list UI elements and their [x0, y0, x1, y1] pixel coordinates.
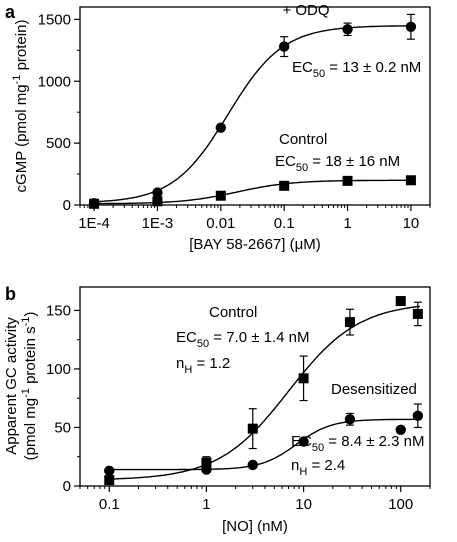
y-tick-label: 100 — [46, 361, 71, 378]
x-tick-label: 1E-3 — [142, 215, 174, 232]
y-tick-label: 150 — [46, 302, 71, 319]
panel-b-frame — [79, 286, 431, 487]
panel-a-x-axis-label: [BAY 58-2667] (μM) — [189, 236, 320, 253]
panel-b-y-ticks: 0 50 100 150 — [46, 302, 80, 495]
y-tick-label: 0 — [63, 197, 71, 214]
x-tick-label: 1E-4 — [78, 215, 110, 232]
panel-b-markers — [104, 296, 424, 486]
data-point-square — [89, 198, 100, 209]
annotation-control-b: Control — [209, 304, 257, 321]
panel-b-y-axis-label-line1: Apparent GC activity — [3, 317, 20, 455]
panel-b-x-ticks: 0.1 1 10 100 — [79, 486, 431, 513]
data-point-square — [405, 175, 416, 186]
annotation-ec50-desensitized: EC50 = 8.4 ± 2.3 nM — [291, 433, 424, 454]
data-point-square — [298, 373, 309, 384]
annotation-nh-desensitized: nH = 2.4 — [291, 457, 345, 478]
data-point-square — [104, 475, 115, 486]
data-point-circle — [201, 464, 212, 475]
data-point-square — [342, 175, 353, 186]
x-tick-label: 1 — [343, 215, 351, 232]
x-tick-label: 1 — [202, 496, 210, 513]
panel-a-label: a — [5, 2, 16, 22]
panel-a-markers — [88, 13, 417, 209]
panel-b-label: b — [5, 284, 16, 304]
data-point-square — [215, 190, 226, 201]
data-point-circle — [278, 41, 290, 52]
panel-a-y-axis-label: cGMP (pmol mg-1 protein) — [11, 20, 30, 193]
data-point-circle — [104, 465, 115, 476]
y-tick-label: 500 — [46, 135, 71, 152]
data-point-square — [395, 296, 406, 307]
y-tick-label: 50 — [54, 419, 71, 436]
data-point-square — [201, 457, 212, 468]
data-point-square — [412, 308, 423, 319]
data-point-circle — [395, 424, 406, 436]
y-tick-label: 1500 — [38, 11, 71, 28]
x-tick-label: 0.1 — [274, 215, 295, 232]
data-point-square — [152, 196, 163, 207]
panel-a-frame — [79, 6, 431, 206]
y-tick-label: 0 — [63, 478, 71, 495]
annotation-ec50-control-b: EC50 = 7.0 ± 1.4 nM — [176, 329, 309, 350]
panel-a: a 1E-4 1E-3 0.01 0.1 1 10 0 500 1000 1500 [BAY 5… — [5, 2, 431, 253]
panel-b: b 0.1 1 10 100 0 50 100 150 [NO] (nM) Apparent… — [3, 284, 431, 535]
panel-a-fit-curves — [92, 25, 413, 205]
data-point-circle — [405, 21, 417, 32]
panel-b-y-axis-label-line2: (pmol mg-1 protein s-1) — [20, 312, 39, 461]
annotation-desensitized: Desensitized — [331, 381, 417, 398]
x-tick-label: 100 — [388, 496, 413, 513]
data-point-circle — [344, 414, 356, 425]
x-tick-label: 0.1 — [99, 496, 120, 513]
panel-a-y-ticks: 0 500 1000 1500 — [38, 11, 80, 214]
panel-a-x-ticks: 1E-4 1E-3 0.01 0.1 1 10 — [78, 205, 431, 232]
data-point-circle — [215, 122, 227, 133]
fit-curve — [92, 25, 413, 203]
x-tick-label: 10 — [403, 215, 420, 232]
y-tick-label: 1000 — [38, 73, 71, 90]
annotation-ec50-odq: EC50 = 13 ± 0.2 nM — [292, 59, 421, 80]
data-point-circle — [152, 187, 163, 198]
x-tick-label: 10 — [295, 496, 312, 513]
data-point-circle — [342, 24, 353, 35]
data-point-square — [247, 423, 258, 434]
x-tick-label: 0.01 — [206, 215, 235, 232]
panel-b-x-axis-label: [NO] (nM) — [222, 518, 288, 535]
data-point-square — [344, 317, 355, 328]
annotation-control-a: Control — [279, 131, 327, 148]
data-point-circle — [247, 459, 258, 471]
fit-curve — [92, 179, 413, 205]
data-point-circle — [412, 410, 424, 421]
annotation-nh-control: nH = 1.2 — [176, 355, 230, 376]
data-point-circle — [298, 436, 309, 447]
annotation-ec50-control-a: EC50 = 18 ± 16 nM — [275, 153, 400, 174]
data-point-square — [279, 180, 290, 191]
annotation-odq: + ODQ — [282, 2, 329, 19]
